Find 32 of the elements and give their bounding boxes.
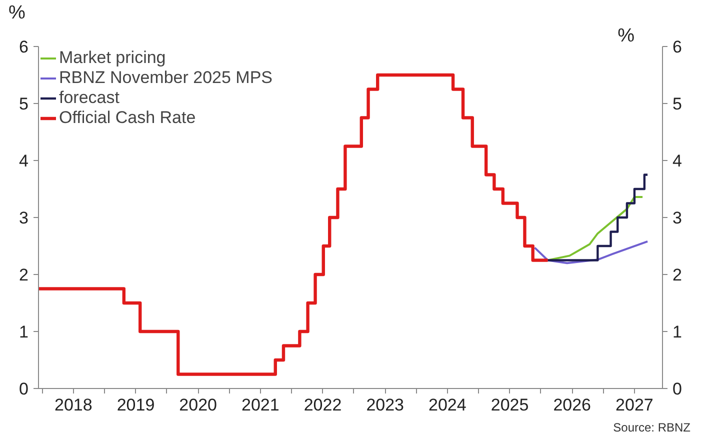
source-note: Source: RBNZ xyxy=(613,420,691,434)
x-tick-label: 2023 xyxy=(366,396,404,414)
y-tick-label: 4 xyxy=(19,152,29,170)
y-tick-label: 2 xyxy=(19,266,29,284)
x-tick-label: 2022 xyxy=(304,396,342,414)
legend-label: Market pricing xyxy=(59,48,166,68)
x-tick-label: 2019 xyxy=(116,396,155,414)
y2-tick-label: 0 xyxy=(672,380,682,398)
y2-tick-label: 5 xyxy=(672,94,682,114)
y2-tick-label: 3 xyxy=(672,208,682,228)
legend-label: Official Cash Rate xyxy=(59,108,196,128)
x-tick-label: 2026 xyxy=(553,396,592,414)
x-tick-label: 2018 xyxy=(54,396,92,414)
y-tick-label: 0 xyxy=(19,380,29,398)
legend-label: forecast xyxy=(59,88,120,108)
x-tick-label: 2025 xyxy=(490,396,529,414)
x-tick-label: 2027 xyxy=(616,396,654,414)
y2-tick-label: 6 xyxy=(672,38,682,56)
y-axis-title: % xyxy=(8,2,26,24)
y2-tick-label: 2 xyxy=(672,266,682,284)
y-tick-label: 5 xyxy=(19,94,29,114)
y2-tick-label: 4 xyxy=(672,152,682,170)
y-tick-label: 3 xyxy=(19,208,29,228)
x-tick-label: 2021 xyxy=(242,396,280,414)
x-tick-label: 2024 xyxy=(428,396,466,414)
y2-axis-title: % xyxy=(618,26,635,46)
y-tick-label: 1 xyxy=(19,322,29,342)
legend-label: RBNZ November 2025 MPS xyxy=(59,68,273,88)
x-tick-label: 2020 xyxy=(179,396,218,414)
y-tick-label: 6 xyxy=(19,38,29,56)
line-series xyxy=(534,240,649,264)
y2-tick-label: 1 xyxy=(672,322,682,342)
